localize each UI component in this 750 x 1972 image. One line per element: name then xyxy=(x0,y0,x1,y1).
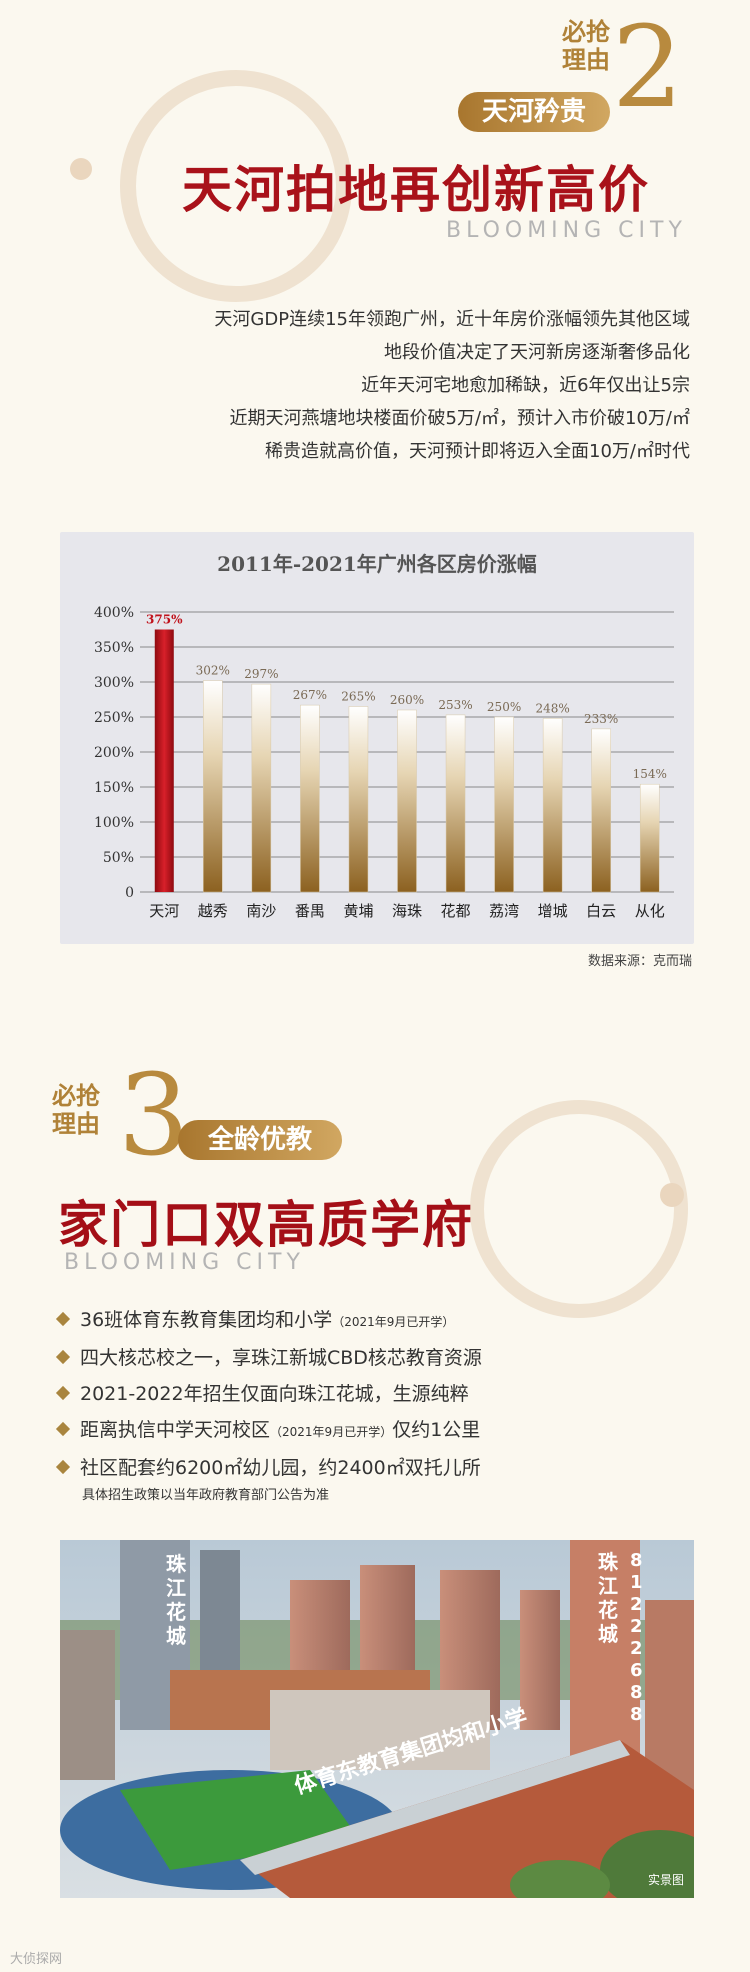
bar-value-label: 265% xyxy=(341,690,375,704)
reason-number: 3 xyxy=(118,1051,190,1181)
y-tick-label: 250% xyxy=(94,710,134,726)
bar xyxy=(542,718,563,893)
bar xyxy=(591,728,611,893)
x-tick-label: 南沙 xyxy=(246,902,276,920)
section-headline: 天河拍地再创新高价 xyxy=(182,161,650,219)
bar xyxy=(397,709,417,893)
policy-note: 具体招生政策以当年政府教育部门公告为准 xyxy=(82,1488,330,1503)
paragraph-line: 近年天河宅地愈加稀缺，近6年仅出让5宗 xyxy=(361,375,690,396)
bullet-item: 四大核芯校之一，享珠江新城CBD核芯教育资源 xyxy=(55,1340,718,1376)
x-tick-label: 天河 xyxy=(149,902,179,920)
must-line1: 必抢 xyxy=(562,18,610,46)
bar xyxy=(300,704,320,893)
decorative-ring xyxy=(470,1100,688,1318)
english-subtitle: BLOOMING CITY xyxy=(446,218,687,243)
bar-value-label: 375% xyxy=(146,613,183,627)
bar-value-label: 233% xyxy=(584,712,618,726)
bullet-text: 2021-2022年招生仅面向珠江花城，生源纯粹 xyxy=(80,1383,469,1405)
paragraph-line: 近期天河燕塘地块楼面价破5万/㎡，预计入市价破10万/㎡ xyxy=(229,408,690,429)
bullet-list: 36班体育东教育集团均和小学（2021年9月已开学） 四大核芯校之一，享珠江新城… xyxy=(55,1302,718,1486)
reason-number: 2 xyxy=(612,3,684,133)
paragraph-line: 稀贵造就高价值，天河预计即将迈入全面10万/㎡时代 xyxy=(265,441,690,462)
chart-title: 2011年-2021年广州各区房价涨幅 xyxy=(217,552,537,576)
paragraph-line: 地段价值决定了天河新房逐渐奢侈品化 xyxy=(384,342,690,363)
bullet-item: 距离执信中学天河校区（2021年9月已开学）仅约1公里 xyxy=(55,1412,718,1450)
x-tick-label: 花都 xyxy=(441,902,471,920)
x-tick-label: 从化 xyxy=(635,902,665,920)
x-tick-label: 越秀 xyxy=(198,902,228,920)
must-line1: 必抢 xyxy=(52,1082,100,1110)
section-headline: 家门口双高质学府 xyxy=(58,1196,474,1254)
photo-caption: 实景图 xyxy=(647,1873,684,1887)
bar xyxy=(203,680,223,893)
watermark: 大侦探网 xyxy=(10,1952,63,1967)
tag-pill: 全龄优教 xyxy=(178,1120,342,1160)
decorative-dot xyxy=(70,158,92,180)
bar xyxy=(494,716,514,893)
x-tick-label: 番禺 xyxy=(295,902,325,920)
x-axis: 天河 越秀 南沙 番禺 黄埔 海珠 花都 荔湾 增城 白云 从化 xyxy=(149,902,664,920)
bullet-text-after: 仅约1公里 xyxy=(392,1419,481,1441)
must-line2: 理由 xyxy=(52,1110,100,1138)
x-tick-label: 白云 xyxy=(586,902,616,920)
bullet-item: 36班体育东教育集团均和小学（2021年9月已开学） xyxy=(55,1302,718,1340)
bar-value-label: 260% xyxy=(390,693,424,707)
y-tick-label: 0 xyxy=(125,885,134,901)
tag-pill: 天河矜贵 xyxy=(458,92,610,132)
bar xyxy=(348,706,369,893)
y-axis: 0 50% 100% 150% 200% 250% 300% 350% 400% xyxy=(94,605,134,901)
bars: 375% 302% 297% 267% 265% 260% 253% 250% 248% 233%… xyxy=(146,613,667,893)
bar-value-label: 302% xyxy=(196,664,230,678)
bullet-text: 距离执信中学天河校区 xyxy=(80,1419,271,1441)
must-grab-label: 必抢 理由 xyxy=(540,18,610,74)
must-line2: 理由 xyxy=(562,46,610,74)
y-tick-label: 200% xyxy=(94,745,134,761)
y-tick-label: 300% xyxy=(94,675,134,691)
data-source: 数据来源：克而瑞 xyxy=(587,954,692,969)
x-tick-label: 黄埔 xyxy=(343,902,373,920)
campus-photo: 珠江花城 珠江花城 81222688 体育东教育集团均和小学 实景图 xyxy=(60,1540,694,1898)
diamond-icon xyxy=(55,1421,71,1436)
bar-value-label: 248% xyxy=(535,701,569,715)
bullet-text: 36班体育东教育集团均和小学 xyxy=(80,1309,333,1331)
bullet-text: 四大核芯校之一，享珠江新城CBD核芯教育资源 xyxy=(80,1347,482,1369)
y-tick-label: 350% xyxy=(94,640,134,656)
description-block: 天河GDP连续15年领跑广州，近十年房价涨幅领先其他区域 地段价值决定了天河新房… xyxy=(50,303,690,468)
bullet-note: （2021年9月已开学） xyxy=(270,1425,393,1439)
x-tick-label: 增城 xyxy=(538,902,568,920)
x-tick-label: 荔湾 xyxy=(489,902,519,920)
bar-value-label: 154% xyxy=(633,767,667,781)
english-subtitle: BLOOMING CITY xyxy=(64,1250,305,1275)
bullet-note: （2021年9月已开学） xyxy=(332,1315,455,1329)
bar xyxy=(639,783,660,893)
bullet-text: 社区配套约6200㎡幼儿园，约2400㎡双托儿所 xyxy=(80,1457,481,1479)
diamond-icon xyxy=(55,1349,71,1364)
x-tick-label: 海珠 xyxy=(392,902,422,920)
y-tick-label: 400% xyxy=(94,605,134,621)
paragraph-line: 天河GDP连续15年领跑广州，近十年房价涨幅领先其他区域 xyxy=(214,309,690,330)
building-phone: 81222688 xyxy=(630,1550,643,1725)
bar-value-label: 253% xyxy=(438,698,472,712)
chart-container: 2011年-2021年广州各区房价涨幅 0 50% 100% 150% 200% 250%… xyxy=(60,532,694,944)
bar-value-label: 250% xyxy=(487,700,521,714)
building-sign-left: 珠江花城 xyxy=(166,1552,186,1648)
bar xyxy=(251,683,272,893)
must-grab-label: 必抢 理由 xyxy=(52,1082,116,1138)
campus-illustration xyxy=(60,1540,694,1898)
decorative-dot xyxy=(660,1183,684,1207)
bar xyxy=(445,714,466,893)
bar-chart: 2011年-2021年广州各区房价涨幅 0 50% 100% 150% 200% 250%… xyxy=(94,552,674,920)
diamond-icon xyxy=(55,1459,71,1474)
y-tick-label: 150% xyxy=(94,780,134,796)
y-tick-label: 50% xyxy=(103,850,134,866)
bar-value-label: 267% xyxy=(293,688,327,702)
diamond-icon xyxy=(55,1311,71,1326)
bullet-item: 社区配套约6200㎡幼儿园，约2400㎡双托儿所 xyxy=(55,1450,718,1486)
bullet-item: 2021-2022年招生仅面向珠江花城，生源纯粹 xyxy=(55,1376,718,1412)
bar-value-label: 297% xyxy=(244,667,278,681)
diamond-icon xyxy=(55,1385,71,1400)
building-sign-right: 珠江花城 xyxy=(598,1550,618,1646)
bar xyxy=(154,629,174,892)
y-tick-label: 100% xyxy=(94,815,134,831)
